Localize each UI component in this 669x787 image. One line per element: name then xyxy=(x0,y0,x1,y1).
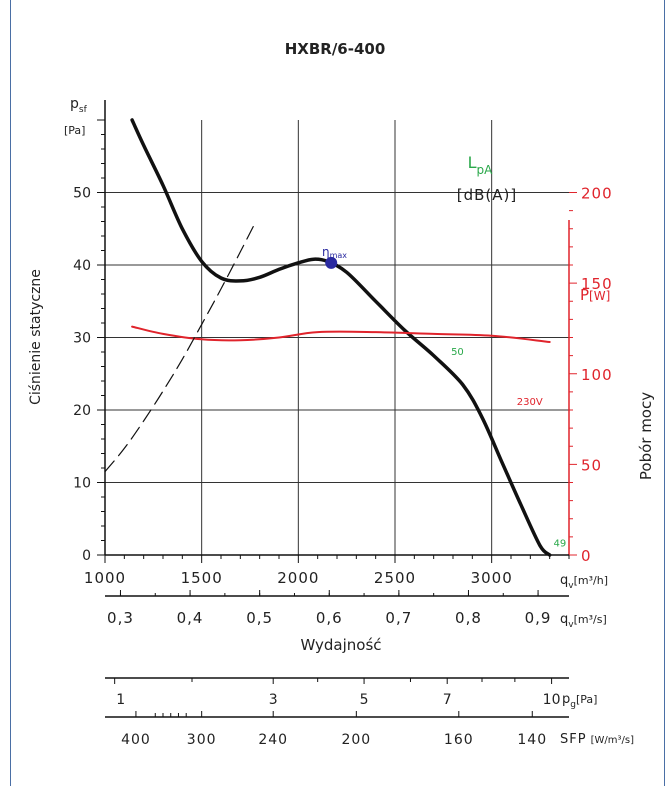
right-tick-label: 200 xyxy=(581,185,613,203)
sfp-tick-label: 400 xyxy=(121,732,151,748)
pg-tick-label: 1 xyxy=(116,692,125,708)
lpa-symbol: LpA xyxy=(468,153,494,177)
plot-grid xyxy=(105,120,569,555)
x-tick-label: 1500 xyxy=(181,569,223,587)
sfp-tick-label: 300 xyxy=(187,732,217,748)
sfp-tick-label: 200 xyxy=(341,732,371,748)
pressure-curve xyxy=(130,118,552,557)
right-axis-symbol-main: P xyxy=(580,286,589,304)
right-tick-label: 0 xyxy=(581,547,592,565)
eta-max-label: ηmax xyxy=(322,245,347,260)
x2-tick-label: 0,3 xyxy=(107,609,134,627)
annotation-label: 50 xyxy=(451,347,464,358)
right-axis-unit: [W] xyxy=(589,289,610,303)
sfp-tick-label: 240 xyxy=(258,732,288,748)
x-unit-sub: v xyxy=(568,581,574,591)
x2-tick-label: 0,9 xyxy=(525,609,552,627)
series-group xyxy=(104,118,552,557)
left-tick-label: 20 xyxy=(73,403,91,419)
x2-tick-label: 0,8 xyxy=(455,609,482,627)
x-axis-unit-m3h: qv[m³/h] xyxy=(560,573,608,591)
left-tick-label: 40 xyxy=(73,258,91,274)
eta-sub: max xyxy=(330,251,348,260)
left-axis-symbol-sub: sf xyxy=(79,105,88,115)
x-axis-label: Wydajność xyxy=(300,636,381,654)
pg-axis-label: pg[Pa] xyxy=(562,692,597,710)
chart-title: HXBR/6-400 xyxy=(285,40,386,58)
eta-symbol: η xyxy=(322,245,330,259)
x2-tick-label: 0,4 xyxy=(177,609,204,627)
lpa-symbol-main: L xyxy=(468,153,477,172)
pg-tick-label: 7 xyxy=(443,692,452,708)
x-tick-label: 3000 xyxy=(471,569,513,587)
right-tick-label: 100 xyxy=(581,366,613,384)
pg-tick-label: 10 xyxy=(543,692,561,708)
left-axis-symbol: psf xyxy=(70,96,88,115)
x2-tick-label: 0,5 xyxy=(246,609,273,627)
left-axis-unit: [Pa] xyxy=(64,124,85,137)
x2-unit-sub: v xyxy=(568,620,574,630)
sfp-axis-label: SFP [W/m³/s] xyxy=(560,732,634,747)
left-tick-label: 10 xyxy=(73,476,91,492)
x2-unit-symbol: q xyxy=(560,612,568,627)
x-unit-text: [m³/h] xyxy=(574,574,608,587)
right-tick-label: 150 xyxy=(581,275,613,293)
pg-unit: [Pa] xyxy=(576,693,597,706)
pg-tick-label: 5 xyxy=(360,692,369,708)
right-axis-symbol: P[W] xyxy=(580,286,610,304)
eta-max-point xyxy=(325,256,338,269)
sfp-symbol: SFP xyxy=(560,732,587,747)
chart-frame xyxy=(10,0,665,786)
x2-tick-label: 0,6 xyxy=(316,609,343,627)
x2-tick-label: 0,7 xyxy=(385,609,412,627)
x-tick-label: 2000 xyxy=(277,569,319,587)
x-axis-unit-m3s: qv[m³/s] xyxy=(560,612,607,630)
pg-symbol: p xyxy=(562,692,570,707)
x-tick-label: 2500 xyxy=(374,569,416,587)
left-tick-label: 50 xyxy=(73,186,91,202)
lpa-unit: [dB(A)] xyxy=(457,186,517,204)
annotation-label: 230V xyxy=(517,397,543,408)
left-axis-symbol-main: p xyxy=(70,96,79,112)
power-curve xyxy=(131,325,551,343)
efficiency-dashed-curve xyxy=(104,220,257,473)
x-tick-label: 1000 xyxy=(84,569,126,587)
right-axis-label: Pobór mocy xyxy=(637,392,655,480)
lpa-symbol-sub: pA xyxy=(477,163,494,177)
x2-unit-text: [m³/s] xyxy=(574,613,607,626)
x-unit-symbol: q xyxy=(560,573,568,588)
marks-group: 50 49 230V xyxy=(325,256,567,549)
left-axis-label: Ciśnienie statyczne xyxy=(28,269,44,405)
sfp-tick-label: 140 xyxy=(517,732,547,748)
pg-sub: g xyxy=(570,700,576,710)
right-tick-label: 50 xyxy=(581,456,602,474)
pg-tick-label: 3 xyxy=(269,692,278,708)
annotation-label: 49 xyxy=(554,538,567,549)
left-tick-label: 0 xyxy=(82,548,91,564)
sfp-unit: [W/m³/s] xyxy=(591,735,634,746)
left-tick-label: 30 xyxy=(73,331,91,347)
sfp-tick-label: 160 xyxy=(444,732,474,748)
